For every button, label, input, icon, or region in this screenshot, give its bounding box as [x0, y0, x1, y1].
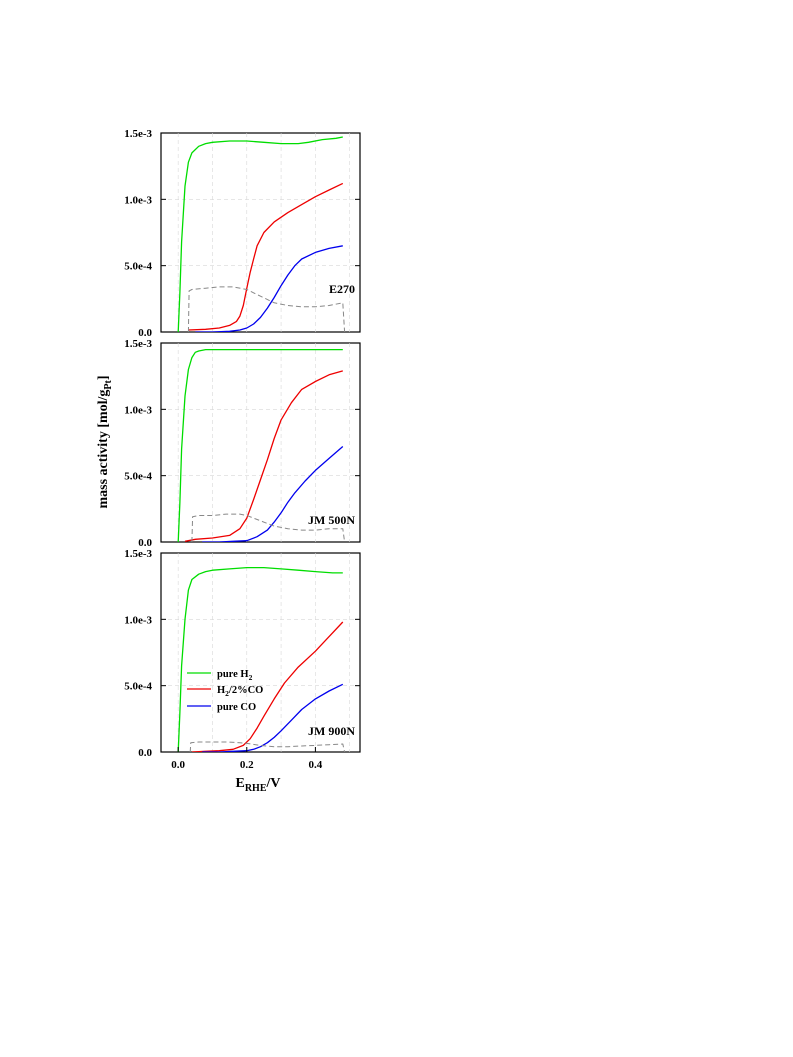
- y-tick-marks: [161, 342, 360, 543]
- legend-label: pure H2: [217, 669, 253, 682]
- y-tick-label: 1.0e-3: [124, 194, 152, 206]
- y-tick-label: 1.0e-3: [124, 614, 152, 626]
- series-line-h2-2co: [188, 182, 344, 331]
- x-tick-label: 0.0: [171, 759, 185, 771]
- grid: [161, 343, 360, 542]
- x-tick-label: 0.2: [240, 759, 254, 771]
- y-tick-label: 0.0: [138, 537, 152, 549]
- grid: [161, 553, 360, 752]
- series-group: [177, 566, 346, 752]
- panel-label: E270: [329, 282, 355, 296]
- y-tick-label: 5.0e-4: [124, 261, 152, 273]
- legend-entry-pure-h2: pure H2: [187, 669, 253, 682]
- y-tick-labels: 0.0 5.0e-4 1.0e-3 1.5e-3: [124, 548, 152, 759]
- series-line-h2-2co: [184, 370, 343, 542]
- series-line-pure-co: [195, 245, 343, 332]
- plot-frame: [160, 342, 361, 543]
- y-axis-title: mass activity [mol/gPt]: [96, 375, 114, 508]
- y-tick-label: 5.0e-4: [124, 681, 152, 693]
- legend: pure H2 H2/2%CO pure CO: [187, 669, 263, 713]
- series-line-background: [187, 286, 346, 332]
- x-axis: 0.0 0.2 0.4: [171, 747, 323, 771]
- series-line-background: [191, 513, 346, 542]
- y-tick-label: 1.5e-3: [124, 548, 152, 560]
- series-line-pure-co: [202, 683, 344, 752]
- panel-e270: 0.0 5.0e-4 1.0e-3 1.5e-3 E270: [124, 128, 361, 339]
- y-tick-labels: 0.0 5.0e-4 1.0e-3 1.5e-3: [124, 338, 152, 549]
- plot-frame: [160, 132, 361, 333]
- y-tick-label: 0.0: [138, 747, 152, 759]
- plot-frame: [160, 552, 361, 753]
- x-axis-title: ERHE/V: [235, 776, 280, 794]
- legend-entry-pure-co: pure CO: [187, 702, 256, 713]
- panel-label: JM 500N: [308, 513, 355, 527]
- y-tick-label: 1.5e-3: [124, 128, 152, 140]
- panel-jm900n: 0.0 5.0e-4 1.0e-3 1.5e-3 JM 900N pure H2 H2…: [124, 548, 361, 759]
- series-group: [177, 136, 346, 332]
- y-tick-label: 5.0e-4: [124, 471, 152, 483]
- y-tick-label: 1.0e-3: [124, 404, 152, 416]
- series-line-pure-h2: [177, 348, 343, 542]
- legend-entry-h2-2co: H2/2%CO: [187, 685, 263, 698]
- grid: [161, 133, 360, 332]
- legend-label: H2/2%CO: [217, 685, 263, 698]
- y-tick-marks: [161, 552, 360, 753]
- series-group: [177, 348, 346, 542]
- panel-label: JM 900N: [308, 724, 355, 738]
- legend-label: pure CO: [217, 702, 256, 713]
- y-tick-label: 1.5e-3: [124, 338, 152, 350]
- y-tick-label: 0.0: [138, 327, 152, 339]
- x-tick-label: 0.4: [309, 759, 323, 771]
- panel-jm500n: 0.0 5.0e-4 1.0e-3 1.5e-3 JM 500N: [124, 338, 361, 549]
- y-tick-labels: 0.0 5.0e-4 1.0e-3 1.5e-3: [124, 128, 152, 339]
- series-line-pure-co: [202, 446, 344, 542]
- y-tick-marks: [161, 132, 360, 333]
- series-line-h2-2co: [191, 621, 344, 752]
- series-line-pure-h2: [177, 136, 343, 332]
- series-line-pure-h2: [177, 566, 343, 752]
